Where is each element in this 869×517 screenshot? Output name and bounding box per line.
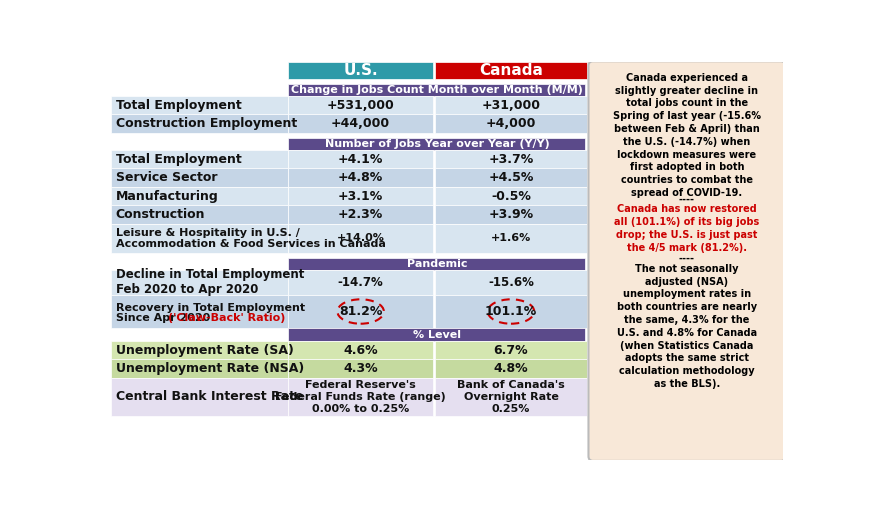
Bar xyxy=(434,96,587,114)
Text: -0.5%: -0.5% xyxy=(490,190,530,203)
Text: Total Employment: Total Employment xyxy=(116,153,242,165)
Bar xyxy=(288,205,433,224)
Bar xyxy=(434,205,587,224)
Text: +1.6%: +1.6% xyxy=(490,233,530,244)
Text: Canada experienced a
slightly greater decline in
total jobs count in the
Spring : Canada experienced a slightly greater de… xyxy=(612,73,760,198)
FancyBboxPatch shape xyxy=(587,62,785,461)
Bar xyxy=(288,224,433,253)
Text: 101.1%: 101.1% xyxy=(484,305,536,318)
Bar xyxy=(434,359,587,378)
Text: +31,000: +31,000 xyxy=(481,99,540,112)
Bar xyxy=(288,138,585,150)
Bar xyxy=(288,150,433,169)
Bar xyxy=(288,169,433,187)
Text: ----: ---- xyxy=(678,194,694,205)
Bar xyxy=(111,270,288,295)
Bar xyxy=(288,257,585,270)
Text: Recovery in Total Employment: Recovery in Total Employment xyxy=(116,302,304,313)
Text: +4.5%: +4.5% xyxy=(488,171,533,184)
Text: ----: ---- xyxy=(678,254,694,264)
Bar xyxy=(288,359,433,378)
Text: Pandemic: Pandemic xyxy=(407,259,467,269)
Bar xyxy=(288,84,585,96)
Bar xyxy=(288,270,433,295)
Bar xyxy=(288,378,433,416)
Bar xyxy=(111,169,288,187)
Text: Total Employment: Total Employment xyxy=(116,99,242,112)
Text: Change in Jobs Count Month over Month (M/M): Change in Jobs Count Month over Month (M… xyxy=(291,85,582,95)
Text: ('Claw-Back' Ratio): ('Claw-Back' Ratio) xyxy=(169,313,286,323)
Bar xyxy=(434,378,587,416)
Text: +2.3%: +2.3% xyxy=(338,208,383,221)
Bar xyxy=(434,187,587,205)
Text: +4.8%: +4.8% xyxy=(338,171,383,184)
Bar xyxy=(288,328,585,341)
Text: -15.6%: -15.6% xyxy=(488,276,534,289)
Bar xyxy=(434,114,587,133)
Text: +3.1%: +3.1% xyxy=(338,190,383,203)
Text: +44,000: +44,000 xyxy=(331,117,389,130)
Bar xyxy=(111,96,288,114)
Text: Unemployment Rate (SA): Unemployment Rate (SA) xyxy=(116,343,293,357)
Text: +531,000: +531,000 xyxy=(327,99,394,112)
Text: 6.7%: 6.7% xyxy=(493,343,527,357)
Bar xyxy=(288,187,433,205)
Text: +3.9%: +3.9% xyxy=(488,208,533,221)
Bar xyxy=(111,224,288,253)
Text: Construction Employment: Construction Employment xyxy=(116,117,296,130)
Bar xyxy=(434,62,587,79)
Text: Canada has now restored
all (101.1%) of its big jobs
drop; the U.S. is just past: Canada has now restored all (101.1%) of … xyxy=(614,205,759,253)
Text: Service Sector: Service Sector xyxy=(116,171,217,184)
Text: +4,000: +4,000 xyxy=(485,117,535,130)
Text: Canada: Canada xyxy=(479,63,542,78)
Text: The not seasonally
adjusted (NSA)
unemployment rates in
both countries are nearl: The not seasonally adjusted (NSA) unempl… xyxy=(616,264,756,389)
Bar xyxy=(111,378,288,416)
Bar xyxy=(434,169,587,187)
Text: Unemployment Rate (NSA): Unemployment Rate (NSA) xyxy=(116,362,303,375)
Bar xyxy=(288,114,433,133)
Text: Federal Reserve's
Federal Funds Rate (range)
0.00% to 0.25%: Federal Reserve's Federal Funds Rate (ra… xyxy=(275,379,446,415)
Text: Construction: Construction xyxy=(116,208,205,221)
Bar xyxy=(111,114,288,133)
Text: 81.2%: 81.2% xyxy=(339,305,381,318)
Text: Number of Jobs Year over Year (Y/Y): Number of Jobs Year over Year (Y/Y) xyxy=(325,139,549,149)
Text: -14.7%: -14.7% xyxy=(337,276,383,289)
Text: Bank of Canada's
Overnight Rate
0.25%: Bank of Canada's Overnight Rate 0.25% xyxy=(456,379,564,415)
Text: 4.8%: 4.8% xyxy=(493,362,527,375)
Bar xyxy=(288,96,433,114)
Bar xyxy=(111,187,288,205)
Text: Leisure & Hospitality in U.S. /
Accommodation & Food Services in Canada: Leisure & Hospitality in U.S. / Accommod… xyxy=(116,227,385,249)
Bar xyxy=(111,205,288,224)
Text: Manufacturing: Manufacturing xyxy=(116,190,218,203)
Text: U.S.: U.S. xyxy=(343,63,377,78)
Text: 4.3%: 4.3% xyxy=(343,362,377,375)
Text: +14.0%: +14.0% xyxy=(336,233,384,244)
Text: +3.7%: +3.7% xyxy=(488,153,533,165)
Bar xyxy=(111,341,288,359)
Bar xyxy=(288,341,433,359)
Bar xyxy=(434,295,587,328)
Text: Since Apr 2020: Since Apr 2020 xyxy=(116,313,214,323)
Bar xyxy=(434,270,587,295)
Bar xyxy=(288,62,433,79)
Bar xyxy=(434,341,587,359)
Text: Central Bank Interest Rate: Central Bank Interest Rate xyxy=(116,390,303,403)
Text: 4.6%: 4.6% xyxy=(343,343,377,357)
Bar xyxy=(288,295,433,328)
Text: Decline in Total Employment
Feb 2020 to Apr 2020: Decline in Total Employment Feb 2020 to … xyxy=(116,268,304,296)
Bar xyxy=(434,150,587,169)
Bar xyxy=(111,359,288,378)
Bar xyxy=(111,295,288,328)
Text: % Level: % Level xyxy=(413,330,461,340)
Text: +4.1%: +4.1% xyxy=(337,153,383,165)
Bar xyxy=(434,224,587,253)
Bar xyxy=(111,150,288,169)
